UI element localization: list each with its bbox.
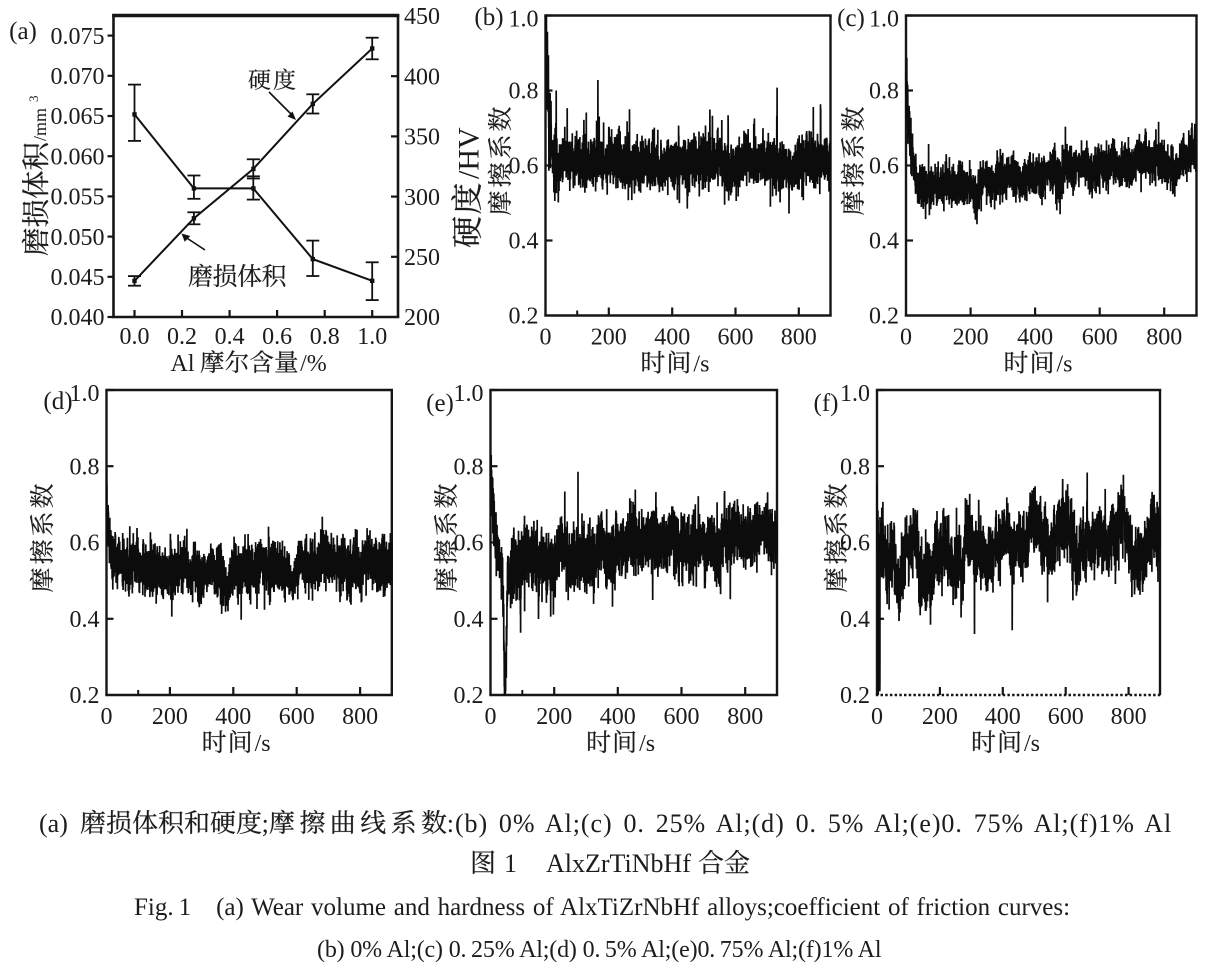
svg-text:400: 400	[985, 704, 1021, 730]
svg-text:800: 800	[1146, 325, 1182, 351]
svg-text:0.4: 0.4	[215, 324, 245, 350]
svg-text:0.8: 0.8	[70, 454, 100, 480]
svg-text:/s: /s	[255, 731, 271, 757]
svg-text:250: 250	[404, 245, 440, 271]
svg-text:0.6: 0.6	[869, 154, 899, 180]
svg-text:/HV: /HV	[453, 127, 486, 179]
svg-text:0.4: 0.4	[70, 607, 100, 633]
svg-text:0.2: 0.2	[509, 304, 539, 330]
svg-text:400: 400	[1017, 325, 1053, 351]
svg-text:800: 800	[342, 704, 378, 730]
svg-text:0.8: 0.8	[310, 324, 340, 350]
svg-text:0.4: 0.4	[509, 229, 539, 255]
svg-text:0.4: 0.4	[454, 607, 484, 633]
svg-text:0.0: 0.0	[120, 324, 150, 350]
svg-text:600: 600	[279, 704, 315, 730]
svg-text:0: 0	[101, 704, 113, 730]
svg-text:/s: /s	[693, 352, 709, 378]
svg-text:600: 600	[1082, 325, 1118, 351]
svg-text:(a): (a)	[9, 18, 37, 45]
svg-text:350: 350	[404, 125, 440, 151]
svg-text:200: 200	[536, 704, 572, 730]
svg-text:600: 600	[718, 325, 754, 351]
svg-text:0.4: 0.4	[869, 229, 899, 255]
svg-text:800: 800	[727, 704, 763, 730]
svg-text:400: 400	[215, 704, 251, 730]
svg-text:0.8: 0.8	[454, 454, 484, 480]
svg-text:200: 200	[922, 704, 958, 730]
svg-text:/mm: /mm	[30, 108, 50, 141]
svg-text:400: 400	[404, 64, 440, 90]
svg-text:0: 0	[900, 325, 912, 351]
svg-text:0.6: 0.6	[840, 531, 870, 557]
svg-text:Al: Al	[171, 351, 195, 377]
svg-text:0.6: 0.6	[262, 324, 292, 350]
svg-text:600: 600	[1048, 704, 1084, 730]
svg-text:0.2: 0.2	[70, 683, 100, 709]
svg-text:0.050: 0.050	[51, 225, 105, 251]
svg-text:3: 3	[26, 96, 41, 103]
svg-text:0.8: 0.8	[509, 79, 539, 105]
svg-text:1.0: 1.0	[509, 7, 539, 33]
svg-text:0.6: 0.6	[509, 154, 539, 180]
svg-text:200: 200	[152, 704, 188, 730]
svg-text:0.060: 0.060	[51, 144, 105, 170]
svg-text:0.6: 0.6	[454, 531, 484, 557]
svg-text:800: 800	[1111, 704, 1147, 730]
svg-text:0.4: 0.4	[840, 607, 870, 633]
svg-text:1.0: 1.0	[357, 324, 387, 350]
svg-text:0.065: 0.065	[51, 104, 105, 130]
svg-text:(c): (c)	[837, 5, 865, 32]
svg-text:0.8: 0.8	[840, 454, 870, 480]
svg-text:1.0: 1.0	[454, 381, 484, 407]
svg-text:0.045: 0.045	[51, 265, 105, 291]
svg-text:0: 0	[540, 325, 552, 351]
svg-text:1.0: 1.0	[840, 381, 870, 407]
svg-text:0.055: 0.055	[51, 185, 105, 211]
svg-text:0.2: 0.2	[869, 304, 899, 330]
svg-text:0: 0	[871, 704, 883, 730]
svg-text:0.2: 0.2	[167, 324, 197, 350]
svg-text:0.8: 0.8	[869, 79, 899, 105]
svg-text:200: 200	[404, 305, 440, 331]
svg-text:1.0: 1.0	[869, 7, 899, 33]
svg-text:400: 400	[654, 325, 690, 351]
svg-text:600: 600	[664, 704, 700, 730]
svg-text:200: 200	[591, 325, 627, 351]
svg-text:(d): (d)	[43, 388, 72, 415]
svg-text:0.6: 0.6	[70, 531, 100, 557]
svg-text:450: 450	[404, 4, 440, 30]
svg-text:0.070: 0.070	[51, 64, 105, 90]
svg-text:0.2: 0.2	[840, 683, 870, 709]
svg-text:300: 300	[404, 185, 440, 211]
svg-text:(e): (e)	[426, 390, 454, 417]
svg-text:0: 0	[485, 704, 497, 730]
svg-text:/s: /s	[1024, 731, 1040, 757]
svg-text:(b): (b)	[474, 4, 503, 31]
svg-text:0.2: 0.2	[454, 683, 484, 709]
svg-text:(f): (f)	[814, 390, 839, 417]
svg-text:800: 800	[781, 325, 817, 351]
svg-text:/%: /%	[300, 351, 327, 377]
svg-text:0.075: 0.075	[51, 24, 105, 50]
svg-text:1.0: 1.0	[70, 381, 100, 407]
svg-text:200: 200	[953, 325, 989, 351]
svg-text:0.040: 0.040	[51, 305, 105, 331]
svg-text:/s: /s	[1057, 352, 1073, 378]
svg-text:/s: /s	[639, 731, 655, 757]
svg-text:400: 400	[600, 704, 636, 730]
